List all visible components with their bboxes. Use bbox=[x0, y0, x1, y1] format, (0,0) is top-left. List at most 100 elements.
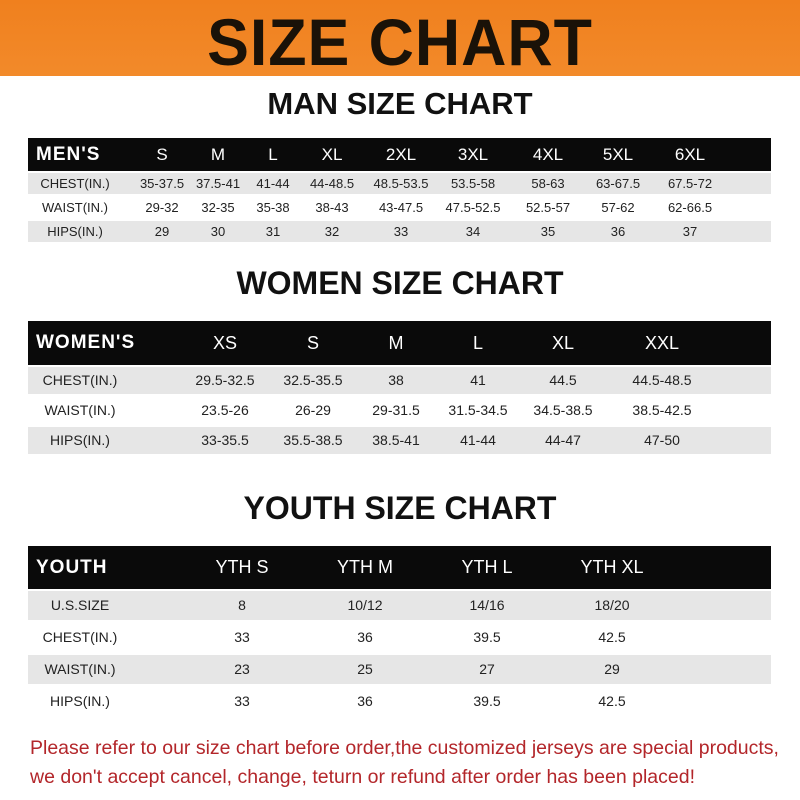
table-row: WAIST(IN.) 23.5-26 26-29 29-31.5 31.5-34.5 34… bbox=[28, 397, 771, 424]
table-cell: 37 bbox=[682, 224, 698, 239]
size-header: M bbox=[388, 333, 404, 353]
table-cell: 29 bbox=[154, 224, 170, 239]
table-cell: 44.5-48.5 bbox=[632, 372, 692, 388]
table-cell: 31 bbox=[265, 224, 281, 239]
table-cell: 10/12 bbox=[347, 597, 383, 613]
table-cell: 31.5-34.5 bbox=[448, 402, 508, 418]
table-cell: 36 bbox=[610, 224, 626, 239]
size-header: YTH XL bbox=[580, 557, 644, 577]
row-label: CHEST(IN.) bbox=[42, 629, 118, 645]
size-header: L bbox=[268, 145, 278, 164]
table-cell: 39.5 bbox=[473, 693, 501, 709]
table-cell: 38.5-41 bbox=[372, 432, 420, 448]
row-label: WAIST(IN.) bbox=[44, 402, 116, 418]
men-section-title: MAN SIZE CHART bbox=[267, 86, 533, 121]
table-cell: 67.5-72 bbox=[667, 176, 713, 191]
table-cell: 53.5-58 bbox=[450, 176, 496, 191]
table-cell: 44.5 bbox=[549, 372, 577, 388]
row-label: CHEST(IN.) bbox=[42, 372, 118, 388]
table-cell: 29.5-32.5 bbox=[195, 372, 255, 388]
men-header-row: MEN'S S M L XL 2XL 3XL 4XL 5XL 6XL bbox=[28, 138, 771, 171]
size-header: 2XL bbox=[385, 145, 417, 164]
table-cell: 29 bbox=[604, 661, 620, 677]
notice-line-2: we don't accept cancel, change, teturn o… bbox=[30, 766, 695, 788]
table-cell: 39.5 bbox=[473, 629, 501, 645]
table-cell: 38.5-42.5 bbox=[632, 402, 692, 418]
notice-line-1: Please refer to our size chart before or… bbox=[30, 737, 779, 759]
size-header: S bbox=[156, 145, 168, 164]
youth-section-title: YOUTH SIZE CHART bbox=[243, 490, 557, 526]
size-header: M bbox=[210, 145, 226, 164]
table-cell: 38 bbox=[388, 372, 404, 388]
table-cell: 35.5-38.5 bbox=[283, 432, 343, 448]
table-cell: 47.5-52.5 bbox=[445, 200, 501, 215]
table-cell: 41 bbox=[470, 372, 486, 388]
table-cell: 41-44 bbox=[256, 176, 290, 191]
row-label: WAIST(IN.) bbox=[42, 200, 108, 215]
page-title: SIZE CHART bbox=[207, 5, 593, 79]
row-label: U.S.SIZE bbox=[50, 597, 110, 613]
table-cell: 25 bbox=[357, 661, 373, 677]
table-cell: 32-35 bbox=[201, 200, 235, 215]
table-row: HIPS(IN.) 33-35.5 35.5-38.5 38.5-41 41-44 44-… bbox=[28, 427, 771, 454]
table-cell: 42.5 bbox=[598, 693, 626, 709]
table-cell: 32 bbox=[324, 224, 340, 239]
table-row: WAIST(IN.) 29-32 32-35 35-38 38-43 43-47.5 47.… bbox=[28, 197, 771, 218]
table-cell: 42.5 bbox=[598, 629, 626, 645]
size-header: XXL bbox=[644, 333, 680, 353]
size-header: YTH L bbox=[461, 557, 513, 577]
size-header: XS bbox=[212, 333, 238, 353]
table-cell: 23 bbox=[234, 661, 250, 677]
table-cell: 29-32 bbox=[145, 200, 179, 215]
table-cell: 32.5-35.5 bbox=[283, 372, 343, 388]
women-section-title: WOMEN SIZE CHART bbox=[236, 265, 564, 301]
table-cell: 44-47 bbox=[545, 432, 581, 448]
table-cell: 33 bbox=[393, 224, 409, 239]
table-cell: 26-29 bbox=[295, 402, 331, 418]
table-cell: 57-62 bbox=[601, 200, 635, 215]
table-cell: 27 bbox=[479, 661, 495, 677]
table-cell: 38-43 bbox=[315, 200, 349, 215]
table-cell: 34.5-38.5 bbox=[533, 402, 593, 418]
table-cell: 35-37.5 bbox=[139, 176, 185, 191]
row-label: HIPS(IN.) bbox=[50, 432, 110, 448]
table-cell: 33-35.5 bbox=[201, 432, 249, 448]
table-cell: 29-31.5 bbox=[372, 402, 420, 418]
size-header: 4XL bbox=[532, 145, 564, 164]
table-cell: 35-38 bbox=[256, 200, 290, 215]
row-label: WAIST(IN.) bbox=[44, 661, 116, 677]
table-cell: 37.5-41 bbox=[195, 176, 241, 191]
table-cell: 36 bbox=[357, 629, 373, 645]
table-cell: 43-47.5 bbox=[378, 200, 424, 215]
table-cell: 8 bbox=[238, 597, 246, 613]
table-cell: 18/20 bbox=[594, 597, 630, 613]
table-cell: 33 bbox=[234, 693, 250, 709]
table-cell: 62-66.5 bbox=[667, 200, 713, 215]
table-row: CHEST(IN.) 33 36 39.5 42.5 bbox=[28, 623, 771, 652]
table-row: WAIST(IN.) 23 25 27 29 bbox=[28, 655, 771, 684]
table-cell: 34 bbox=[465, 224, 481, 239]
header-label: MEN'S bbox=[36, 144, 101, 165]
table-cell: 14/16 bbox=[469, 597, 505, 613]
table-cell: 52.5-57 bbox=[525, 200, 571, 215]
size-header: 5XL bbox=[602, 145, 634, 164]
row-label: HIPS(IN.) bbox=[50, 693, 110, 709]
table-cell: 35 bbox=[540, 224, 556, 239]
table-row: CHEST(IN.) 35-37.5 37.5-41 41-44 44-48.5 48.5… bbox=[28, 173, 771, 194]
size-header: YTH S bbox=[215, 557, 269, 577]
size-header: XL bbox=[321, 145, 343, 164]
table-row: CHEST(IN.) 29.5-32.5 32.5-35.5 38 41 44.5 44.5… bbox=[28, 367, 771, 394]
size-header: S bbox=[306, 333, 320, 353]
table-cell: 30 bbox=[210, 224, 226, 239]
table-cell: 47-50 bbox=[644, 432, 680, 448]
order-notice: Please refer to our size chart before or… bbox=[30, 734, 790, 792]
size-header: XL bbox=[551, 333, 575, 353]
table-row: HIPS(IN.) 33 36 39.5 42.5 bbox=[28, 687, 771, 716]
table-cell: 63-67.5 bbox=[595, 176, 641, 191]
header-label: WOMEN'S bbox=[36, 332, 136, 353]
table-cell: 36 bbox=[357, 693, 373, 709]
table-cell: 44-48.5 bbox=[309, 176, 355, 191]
table-cell: 48.5-53.5 bbox=[373, 176, 429, 191]
title-banner: SIZE CHART bbox=[0, 0, 800, 79]
row-label: HIPS(IN.) bbox=[47, 224, 103, 239]
